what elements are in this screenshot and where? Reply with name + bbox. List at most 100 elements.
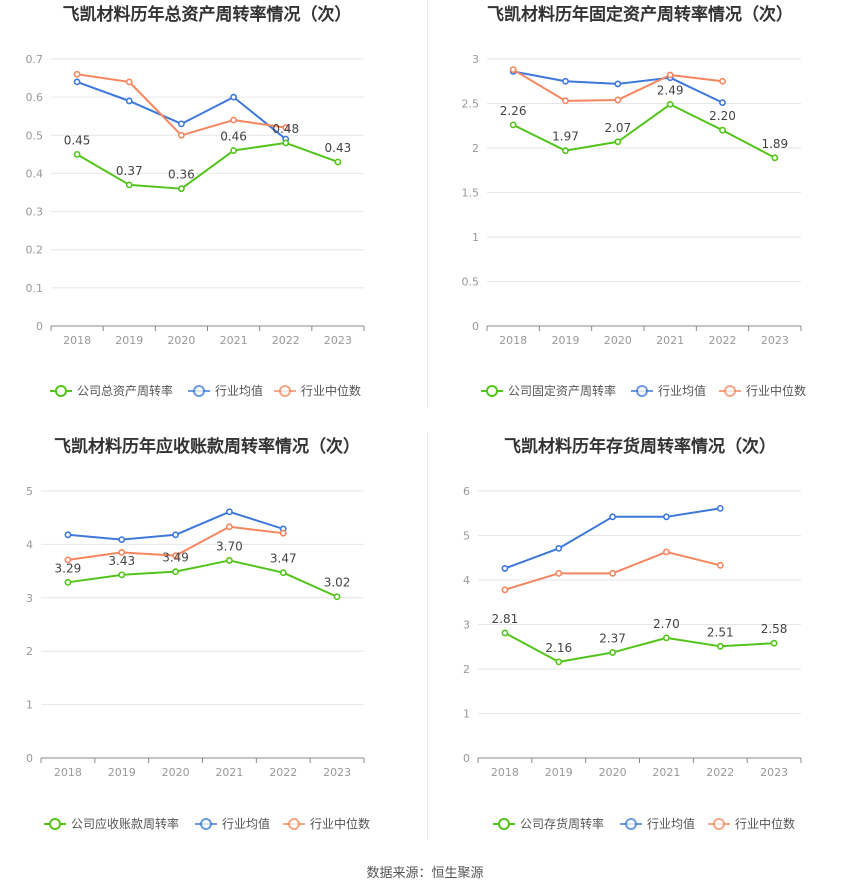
legend-marker-industry-median bbox=[724, 385, 736, 397]
y-tick-label: 0 bbox=[36, 320, 43, 333]
data-label: 2.16 bbox=[545, 641, 572, 655]
data-point-industry-median bbox=[73, 70, 81, 78]
data-source-note: 数据来源：恒生聚源 bbox=[366, 866, 484, 881]
legend-label-industry-median: 行业中位数 bbox=[310, 816, 370, 831]
data-label: 3.43 bbox=[108, 554, 135, 568]
x-tick-label: 2023 bbox=[323, 766, 351, 779]
y-tick-label: 1 bbox=[472, 231, 479, 244]
legend-marker-industry-median bbox=[288, 818, 300, 830]
x-tick-label: 2023 bbox=[760, 766, 788, 779]
x-tick-label: 2023 bbox=[761, 334, 789, 347]
data-point-company bbox=[716, 642, 724, 650]
y-tick-label: 2 bbox=[472, 142, 479, 155]
legend-marker-company bbox=[55, 385, 67, 397]
data-point-company bbox=[555, 658, 563, 666]
y-tick-label: 4 bbox=[463, 574, 470, 587]
y-tick-label: 2 bbox=[463, 663, 470, 676]
series-line-industry-avg bbox=[76, 80, 287, 140]
data-point-industry-median bbox=[609, 569, 616, 577]
legend-marker-industry-avg bbox=[200, 818, 212, 830]
data-point-company bbox=[118, 571, 126, 579]
data-point-company bbox=[562, 147, 569, 155]
x-tick-label: 2019 bbox=[115, 334, 143, 347]
data-label: 2.26 bbox=[500, 104, 527, 118]
data-label: 1.97 bbox=[552, 130, 579, 144]
data-point-industry-median bbox=[282, 124, 290, 132]
legend-label-company: 公司固定资产周转率 bbox=[508, 383, 616, 398]
legend-marker-company bbox=[486, 385, 498, 397]
data-label: 0.48 bbox=[272, 122, 299, 136]
legend-label-company: 公司总资产周转率 bbox=[77, 383, 173, 398]
data-label: 3.49 bbox=[162, 551, 189, 565]
data-point-company bbox=[282, 139, 290, 147]
data-point-company bbox=[501, 629, 509, 637]
data-label: 2.81 bbox=[492, 612, 519, 626]
legend-label-industry-avg: 行业均值 bbox=[647, 816, 695, 831]
legend-label-industry-median: 行业中位数 bbox=[735, 816, 795, 831]
data-point-industry-median bbox=[178, 131, 185, 139]
data-point-industry-median bbox=[279, 529, 287, 537]
y-tick-label: 0.1 bbox=[26, 282, 44, 295]
data-point-industry-median bbox=[501, 586, 509, 594]
x-tick-label: 2018 bbox=[54, 766, 82, 779]
x-tick-label: 2023 bbox=[324, 334, 352, 347]
data-label: 3.47 bbox=[270, 552, 297, 566]
data-point-industry-avg bbox=[226, 508, 233, 516]
data-label: 0.37 bbox=[116, 164, 143, 178]
data-point-company bbox=[172, 568, 179, 576]
x-tick-label: 2018 bbox=[63, 334, 91, 347]
x-tick-label: 2020 bbox=[599, 766, 627, 779]
x-tick-label: 2022 bbox=[272, 334, 300, 347]
legend-marker-industry-median bbox=[713, 818, 725, 830]
x-tick-label: 2019 bbox=[545, 766, 573, 779]
x-tick-label: 2021 bbox=[656, 334, 684, 347]
data-point-industry-avg bbox=[73, 78, 81, 86]
data-label: 2.70 bbox=[653, 617, 680, 631]
y-tick-label: 0 bbox=[472, 320, 479, 333]
data-label: 0.36 bbox=[168, 168, 195, 182]
data-point-industry-avg bbox=[501, 565, 509, 572]
data-point-industry-median bbox=[172, 552, 179, 560]
y-tick-label: 4 bbox=[26, 538, 33, 551]
data-point-company bbox=[666, 100, 674, 108]
y-tick-label: 0.5 bbox=[26, 129, 44, 142]
data-point-company bbox=[334, 158, 342, 166]
data-label: 3.29 bbox=[55, 561, 82, 575]
data-label: 2.58 bbox=[761, 622, 788, 636]
series-line-company bbox=[504, 632, 775, 663]
data-point-industry-avg bbox=[609, 513, 616, 521]
data-point-company bbox=[719, 126, 726, 134]
data-point-industry-avg bbox=[716, 504, 724, 512]
legend-label-industry-avg: 行业均值 bbox=[222, 816, 270, 831]
x-tick-label: 2019 bbox=[108, 766, 136, 779]
chart-title: 飞凯材料历年固定资产周转率情况（次） bbox=[487, 4, 793, 25]
y-tick-label: 1 bbox=[463, 708, 470, 721]
data-label: 1.89 bbox=[761, 137, 788, 151]
data-point-company bbox=[770, 639, 778, 647]
data-point-industry-avg bbox=[172, 531, 179, 539]
x-tick-label: 2020 bbox=[162, 766, 190, 779]
y-tick-label: 0.4 bbox=[26, 167, 44, 180]
data-label: 2.20 bbox=[709, 109, 736, 123]
y-tick-label: 5 bbox=[463, 530, 470, 543]
y-tick-label: 2.5 bbox=[462, 98, 480, 111]
data-label: 3.70 bbox=[216, 539, 243, 553]
legend-marker-industry-avg bbox=[636, 385, 648, 397]
data-point-industry-median bbox=[716, 561, 724, 569]
data-point-industry-avg bbox=[555, 545, 563, 552]
vertical-divider-top bbox=[427, 0, 428, 408]
series-line-company bbox=[76, 141, 339, 190]
data-point-industry-median bbox=[663, 548, 670, 556]
x-tick-label: 2020 bbox=[604, 334, 632, 347]
data-point-industry-median bbox=[555, 569, 563, 577]
y-tick-label: 5 bbox=[26, 485, 33, 498]
x-tick-label: 2019 bbox=[552, 334, 580, 347]
data-label: 2.37 bbox=[599, 632, 626, 646]
x-tick-label: 2022 bbox=[269, 766, 297, 779]
y-tick-label: 3 bbox=[472, 53, 479, 66]
y-tick-label: 0.7 bbox=[26, 53, 44, 66]
chart-title: 飞凯材料历年总资产周转率情况（次） bbox=[63, 4, 352, 25]
data-point-industry-median bbox=[719, 77, 726, 85]
data-label: 0.45 bbox=[64, 133, 91, 147]
y-tick-label: 3 bbox=[463, 619, 470, 632]
